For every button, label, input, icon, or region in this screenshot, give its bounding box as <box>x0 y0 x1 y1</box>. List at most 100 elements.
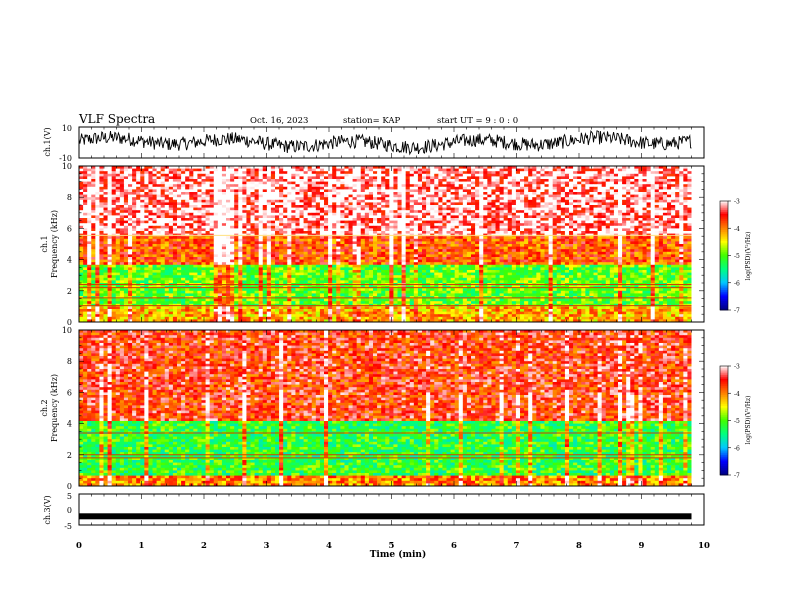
spectrogram-cell <box>364 176 370 180</box>
spectrogram-cell <box>564 225 570 229</box>
spectrogram-cell <box>520 241 525 245</box>
spectrogram-cell <box>646 228 652 232</box>
spectrogram-cell <box>405 238 411 242</box>
spectrogram-cell <box>683 220 688 224</box>
spectrogram-cell <box>683 192 688 195</box>
spectrogram-cell <box>356 205 362 208</box>
spectrogram-cell <box>601 225 607 229</box>
spectrogram-cell <box>172 194 178 198</box>
spectrogram-cell <box>352 207 358 211</box>
spectrogram-cell <box>360 166 366 169</box>
spectrogram-cell <box>638 205 643 208</box>
spectrogram-cell <box>368 236 374 240</box>
spectrogram-cell <box>687 228 692 232</box>
spectrogram-cell <box>336 194 341 198</box>
spectrogram-cell <box>544 199 549 203</box>
spectrogram-cell <box>262 231 268 234</box>
spectrogram-cell <box>528 244 533 247</box>
spectrogram-cell <box>634 231 639 234</box>
spectrogram-cell <box>299 181 304 185</box>
spectrogram-cell <box>560 223 566 227</box>
spectrogram-cell <box>520 168 525 172</box>
spectrogram-cell <box>275 184 280 188</box>
spectrogram-cell <box>348 212 353 216</box>
spectrogram-cell <box>413 205 419 208</box>
spectrogram-cell <box>336 197 341 201</box>
spectrogram-cell <box>495 244 500 247</box>
spectrogram-cell <box>344 228 349 232</box>
spectrogram-cell <box>511 223 517 227</box>
spectrogram-cell <box>315 241 321 245</box>
spectrogram-cell <box>360 236 366 240</box>
spectrogram-cell <box>181 228 186 232</box>
spectrogram-cell <box>156 179 162 182</box>
spectrogram-cell <box>405 192 411 195</box>
spectrogram-cell <box>426 228 431 232</box>
spectrogram-cell <box>646 236 652 240</box>
spectrogram-cell <box>475 241 480 245</box>
spectrogram-cell <box>393 171 398 175</box>
spectrogram-cell <box>381 246 386 250</box>
spectrogram-cell <box>609 202 615 206</box>
spectrogram-cell <box>205 249 211 253</box>
spectrogram-cell <box>446 181 451 185</box>
spectrogram-cell <box>156 197 162 201</box>
spectrogram-cell <box>283 246 288 250</box>
spectrogram-cell <box>99 181 104 185</box>
spectrogram-cell <box>311 218 317 221</box>
spectrogram-cell <box>667 212 672 216</box>
spectrogram-cell <box>573 168 578 172</box>
spectrogram-cell <box>515 189 521 193</box>
spectrogram-cell <box>270 199 276 203</box>
spectrogram-cell <box>654 228 660 232</box>
spectrogram-cell <box>618 246 623 250</box>
spectrogram-cell <box>189 173 194 177</box>
spectrogram-cell <box>156 181 162 185</box>
spectrogram-cell <box>87 231 92 234</box>
spectrogram-cell <box>405 197 411 201</box>
spectrogram-cell <box>597 197 603 201</box>
spectrogram-cell <box>311 186 317 190</box>
spectrogram-cell <box>103 205 108 208</box>
spectrogram-cell <box>389 218 394 221</box>
spectrogram-cell <box>638 241 643 245</box>
spectrogram-cell <box>454 171 460 175</box>
spectrogram-cell <box>646 223 652 227</box>
spectrogram-cell <box>405 168 411 172</box>
spectrogram-cell <box>446 179 451 182</box>
spectrogram-cell <box>520 202 525 206</box>
spectrogram-cell <box>217 231 223 234</box>
spectrogram-cell <box>634 236 639 240</box>
spectrogram-cell <box>234 176 239 180</box>
spectrogram-cell <box>454 184 460 188</box>
spectrogram-cell <box>646 238 652 242</box>
spectrogram-cell <box>344 205 349 208</box>
spectrogram-cell <box>589 173 594 177</box>
spectrogram-cell <box>548 220 554 224</box>
spectrogram-cell <box>609 171 615 175</box>
spectrogram-cell <box>438 171 443 175</box>
spectrogram-cell <box>242 231 247 234</box>
spectrogram-cell <box>471 194 476 198</box>
spectrogram-cell <box>99 225 104 229</box>
spectrogram-cell <box>638 220 643 224</box>
spectrogram-cell <box>377 223 382 227</box>
spectrogram-cell <box>544 179 549 182</box>
spectrogram-cell <box>585 225 590 229</box>
spectrogram-cell <box>87 186 92 190</box>
start-time-label: start UT = 9 : 0 : 0 <box>437 116 518 126</box>
spectrogram-cell <box>287 189 292 193</box>
spectrogram-cell <box>136 179 141 182</box>
spectrogram-cell <box>630 197 635 201</box>
spectrogram-cell <box>671 241 676 245</box>
spectrogram-cell <box>503 189 509 193</box>
spectrogram-cell <box>483 194 488 198</box>
spectrogram-cell <box>679 176 684 180</box>
spectrogram-cell <box>111 199 117 203</box>
spectrogram-cell <box>307 223 313 227</box>
spectrogram-cell <box>393 246 398 250</box>
spectrogram-cell <box>307 215 313 219</box>
spectrogram-cell <box>181 197 186 201</box>
spectrogram-cell <box>532 168 537 172</box>
spectrogram-cell <box>238 210 243 214</box>
